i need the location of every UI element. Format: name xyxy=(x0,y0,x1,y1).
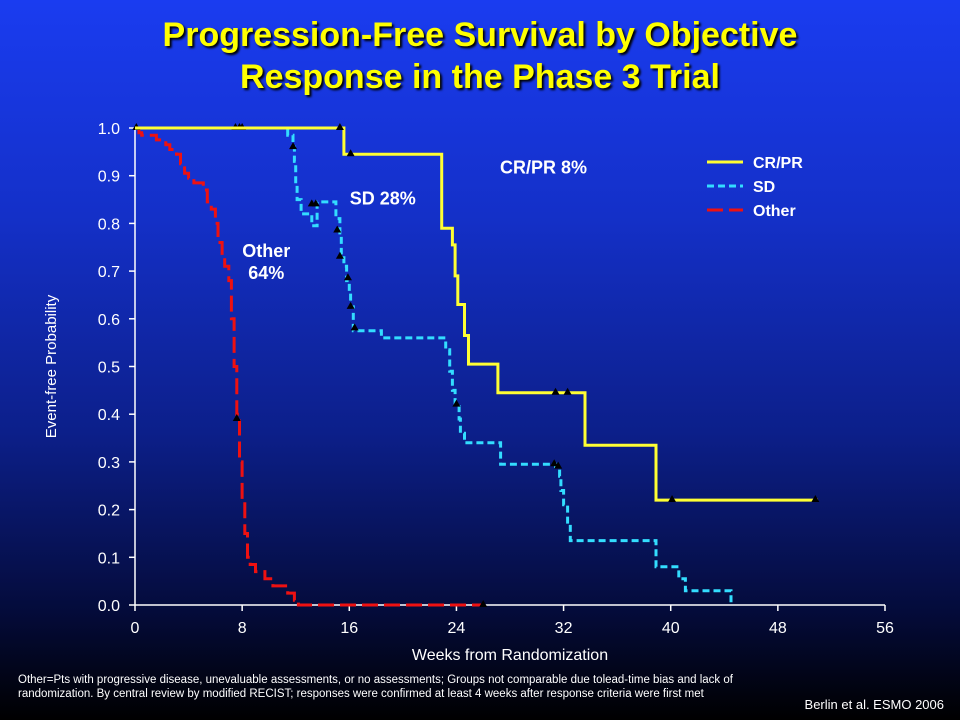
x-tick-label: 0 xyxy=(131,620,140,637)
series-other-line xyxy=(135,126,482,607)
series-cr-pr-label-line: CR/PR 8% xyxy=(500,157,587,177)
x-tick-label: 24 xyxy=(448,620,466,637)
series-cr-pr-censor-mark xyxy=(551,387,560,395)
series-other-label-line: 64% xyxy=(248,263,284,283)
series-other-label: Other 64% xyxy=(242,241,290,283)
series-sd-censor-mark xyxy=(452,399,461,407)
y-tick-label: 0.7 xyxy=(98,264,120,281)
series-sd-censor-mark xyxy=(333,225,342,233)
series-other-censor-mark xyxy=(232,413,241,421)
x-tick-label: 56 xyxy=(876,620,894,637)
x-tick-label: 48 xyxy=(769,620,787,637)
series-cr-pr-censor-mark xyxy=(563,387,572,395)
y-tick-label: 0.3 xyxy=(98,455,120,472)
x-tick-label: 8 xyxy=(238,620,247,637)
slide-title-line-2: Response in the Phase 3 Trial xyxy=(240,58,720,96)
x-axis-label: Weeks from Randomization xyxy=(412,647,608,664)
series-cr-pr-censor-mark xyxy=(811,495,820,503)
series-sd-line xyxy=(135,126,733,605)
legend-label-cr-pr: CR/PR xyxy=(753,155,803,172)
slide-title-line-1: Progression-Free Survival by Objective xyxy=(162,16,798,54)
series-sd-censor-mark xyxy=(550,459,559,467)
series-sd-label: SD 28% xyxy=(350,188,416,208)
series-cr-pr-censor-mark xyxy=(346,149,355,157)
series-sd-censor-mark xyxy=(346,301,355,309)
series-sd-censor-mark xyxy=(554,461,563,469)
y-tick-label: 0.9 xyxy=(98,169,120,186)
series-sd-censor-mark xyxy=(343,273,352,281)
x-tick-label: 32 xyxy=(555,620,573,637)
series-sd-censor-mark xyxy=(311,199,320,207)
series-cr-pr-line xyxy=(135,126,818,502)
y-axis-label: Event-free Probability xyxy=(43,294,60,438)
y-tick-label: 0.4 xyxy=(98,407,120,424)
series-sd-censor-mark xyxy=(335,251,344,259)
series-other-label-line: Other xyxy=(242,241,290,261)
series-sd-label-line: SD 28% xyxy=(350,188,416,208)
y-tick-label: 1.0 xyxy=(98,121,120,138)
series-sd-censor-mark xyxy=(350,323,359,331)
y-tick-label: 0.2 xyxy=(98,503,120,520)
series-cr-pr-label: CR/PR 8% xyxy=(500,157,587,177)
series-sd-censor-mark xyxy=(289,142,298,150)
series-cr-pr-censor-mark xyxy=(335,123,344,130)
series-cr-pr-censor-mark xyxy=(668,495,677,503)
series-other-censor-mark xyxy=(479,600,488,607)
y-tick-label: 0.6 xyxy=(98,312,120,329)
y-tick-label: 0.5 xyxy=(98,360,120,377)
legend-label-sd: SD xyxy=(753,179,775,196)
x-tick-label: 16 xyxy=(340,620,358,637)
x-tick-label: 40 xyxy=(662,620,680,637)
y-tick-label: 0.8 xyxy=(98,216,120,233)
citation: Berlin et al. ESMO 2006 xyxy=(804,697,944,712)
slide-title: Progression-Free Survival by Objective R… xyxy=(0,14,960,98)
y-tick-label: 0.0 xyxy=(98,598,120,615)
legend-label-other: Other xyxy=(753,203,796,220)
footnote: Other=Pts with progressive disease, unev… xyxy=(18,674,733,700)
y-tick-label: 0.1 xyxy=(98,550,120,567)
